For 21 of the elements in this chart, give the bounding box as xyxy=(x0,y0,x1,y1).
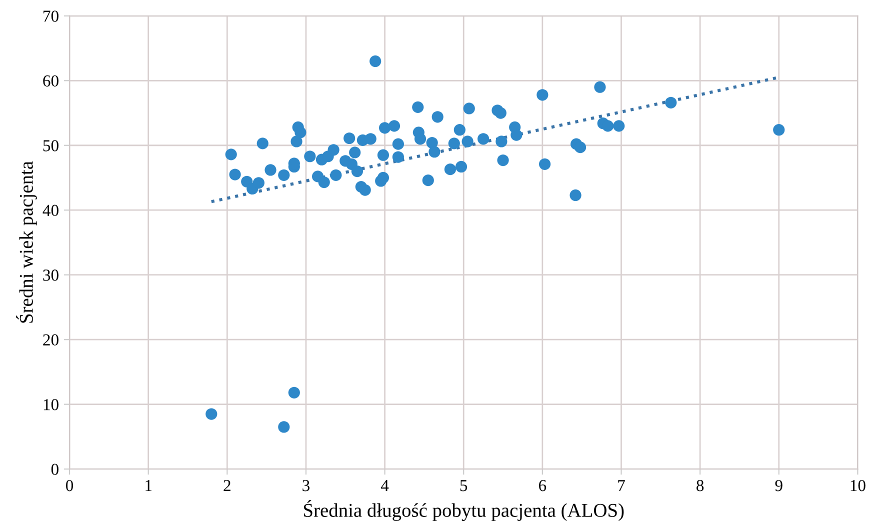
x-tick-label: 1 xyxy=(146,480,152,492)
x-tick-label: 6 xyxy=(538,480,546,492)
y-tick-label: 50 xyxy=(43,140,58,152)
y-tick-label: 40 xyxy=(42,204,58,216)
x-tick-label: 10 xyxy=(850,480,866,492)
x-tick-label: 8 xyxy=(696,480,704,492)
y-tick-label: 60 xyxy=(43,75,58,87)
y-tick-label: 20 xyxy=(43,334,58,346)
y-tick-label: 10 xyxy=(44,399,58,410)
x-tick-label: 3 xyxy=(302,480,310,492)
y-tick-label: 70 xyxy=(44,10,58,22)
y-axis-title: Średni wiek pacjenta xyxy=(16,161,37,323)
x-tick-label: 4 xyxy=(380,480,389,492)
x-tick-label: 9 xyxy=(775,480,782,492)
x-tick-label: 2 xyxy=(224,480,230,492)
y-tick-label: 30 xyxy=(43,270,58,281)
y-tick-label: 0 xyxy=(51,464,58,475)
x-tick-label: 7 xyxy=(618,480,625,492)
x-tick-label: 0 xyxy=(66,480,74,492)
x-tick-label: 5 xyxy=(460,480,468,492)
x-axis-title: Średnia długość pobytu pacjenta (ALOS) xyxy=(304,500,624,521)
